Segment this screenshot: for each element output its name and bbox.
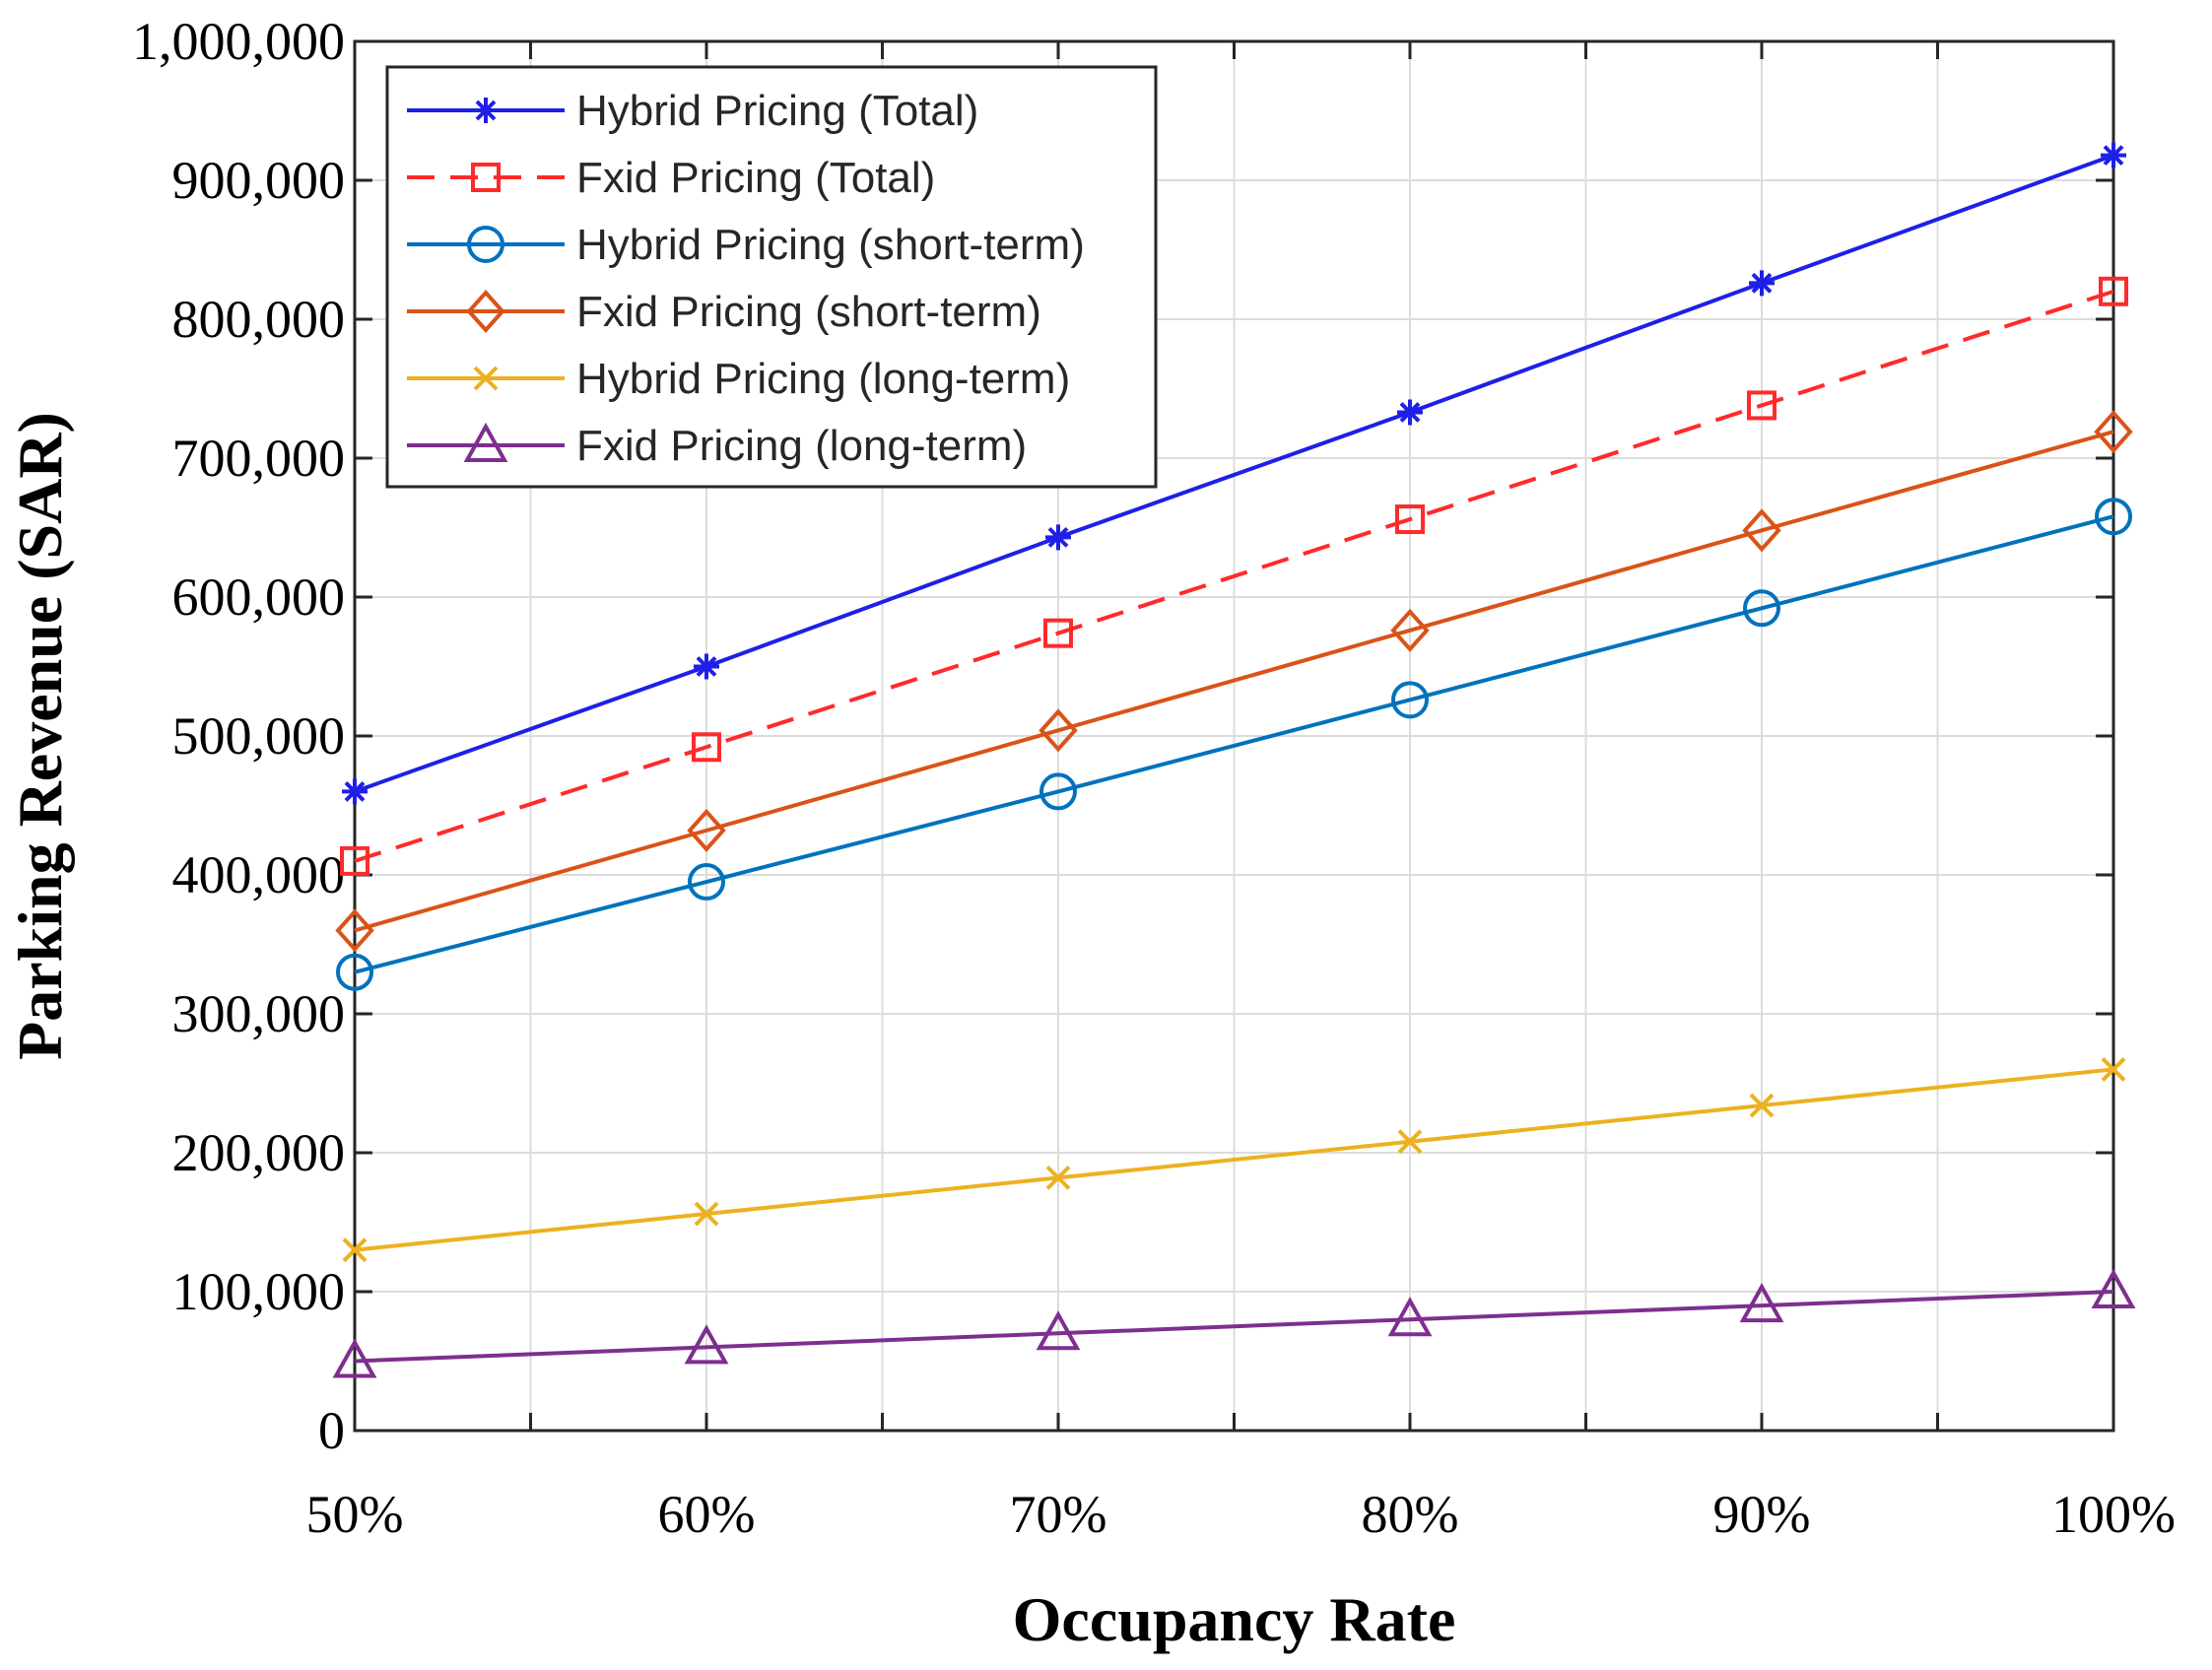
data-point-marker: [694, 653, 719, 680]
data-point-marker: [336, 953, 373, 991]
legend-marker: [473, 366, 499, 391]
data-point-marker: [1397, 399, 1423, 426]
legend-marker: [471, 163, 501, 192]
y-tick-label: 300,000: [172, 984, 346, 1043]
data-point-marker: [1045, 524, 1071, 551]
legend-marker: [467, 226, 504, 263]
x-tick-label: 60%: [658, 1485, 756, 1544]
legend-marker: [466, 290, 505, 333]
series-5: [342, 1056, 2126, 1263]
series-line: [354, 1290, 2114, 1364]
legend-label: Hybrid Pricing (short-term): [576, 221, 1085, 269]
data-point-marker: [342, 778, 368, 805]
data-point-marker: [1743, 589, 1780, 628]
data-point-marker: [1387, 1297, 1433, 1337]
data-point-marker: [1039, 708, 1078, 753]
data-point-marker: [2091, 1268, 2136, 1308]
data-point-marker: [335, 908, 374, 953]
series-line: [354, 514, 2114, 974]
legend-entry: Hybrid Pricing (short-term): [407, 221, 1085, 269]
data-point-marker: [1749, 1093, 1775, 1118]
legend-label: Fxid Pricing (short-term): [576, 288, 1041, 336]
data-point-marker: [332, 1338, 377, 1378]
data-point-marker: [692, 732, 721, 763]
data-point-marker: [684, 1324, 729, 1365]
x-tick-label: 50%: [306, 1485, 404, 1544]
series-line: [354, 289, 2114, 863]
series-1: [342, 142, 2126, 805]
series-line: [354, 1067, 2114, 1252]
data-point-marker: [342, 1237, 368, 1263]
legend-marker: [473, 98, 499, 123]
y-tick-label: 800,000: [172, 290, 346, 349]
y-tick-label: 500,000: [172, 706, 346, 766]
x-tick-label: 80%: [1362, 1485, 1459, 1544]
series-3: [336, 498, 2132, 991]
legend-entry: Hybrid Pricing (long-term): [407, 355, 1070, 403]
legend-marker: [463, 422, 508, 462]
data-point-marker: [2094, 410, 2133, 454]
series-line: [354, 430, 2114, 933]
y-tick-label: 0: [318, 1401, 345, 1460]
y-tick-label: 200,000: [172, 1123, 346, 1182]
data-point-marker: [1390, 608, 1430, 652]
data-point-marker: [1391, 681, 1429, 719]
data-point-marker: [1039, 772, 1077, 811]
data-point-marker: [694, 1201, 719, 1227]
x-tick-label: 70%: [1010, 1485, 1107, 1544]
y-axis-title: Parking Revenue (SAR): [5, 412, 75, 1060]
legend-entry: Fxid Pricing (long-term): [407, 422, 1027, 470]
data-point-marker: [1045, 1165, 1071, 1190]
series-4: [335, 410, 2133, 953]
data-point-marker: [340, 845, 369, 876]
series-2: [340, 276, 2128, 876]
y-tick-label: 100,000: [172, 1262, 346, 1321]
data-point-marker: [1397, 1129, 1423, 1155]
data-point-marker: [688, 863, 725, 902]
data-point-marker: [1749, 270, 1775, 297]
data-point-marker: [2099, 276, 2128, 306]
y-tick-label: 900,000: [172, 151, 346, 210]
x-axis-title: Occupancy Rate: [1013, 1584, 1456, 1654]
data-point-marker: [687, 808, 726, 852]
axis-ticks: 0 100,000 200,000 300,000 400,000 500,000 600,…: [132, 12, 2176, 1544]
y-tick-label: 1,000,000: [132, 12, 345, 71]
y-tick-label: 700,000: [172, 429, 346, 488]
data-point-marker: [1747, 390, 1776, 421]
legend: Hybrid Pricing (Total) Fxid Pricing (Tota…: [385, 65, 1158, 489]
legend-label: Hybrid Pricing (long-term): [576, 355, 1070, 403]
legend-entry: Fxid Pricing (Total): [407, 154, 935, 202]
legend-entry: Fxid Pricing (short-term): [407, 288, 1041, 336]
data-point-marker: [1043, 618, 1073, 648]
y-tick-label: 400,000: [172, 845, 346, 904]
legend-label: Fxid Pricing (Total): [576, 154, 935, 202]
data-point-marker: [1739, 1283, 1784, 1323]
data-point-marker: [1036, 1310, 1081, 1351]
data-point-marker: [1395, 504, 1425, 535]
data-point-marker: [1742, 508, 1781, 553]
data-point-marker: [2101, 142, 2126, 168]
legend-label: Fxid Pricing (long-term): [576, 422, 1027, 470]
series-layer: [332, 142, 2136, 1378]
x-tick-label: 90%: [1713, 1485, 1811, 1544]
series-6: [332, 1268, 2136, 1378]
data-point-marker: [2095, 498, 2132, 536]
y-tick-label: 600,000: [172, 568, 346, 627]
legend-entry: Hybrid Pricing (Total): [407, 87, 978, 135]
series-line: [354, 153, 2114, 794]
data-point-marker: [2101, 1056, 2126, 1082]
x-tick-label: 100%: [2051, 1485, 2176, 1544]
legend-box: [385, 65, 1158, 489]
legend-label: Hybrid Pricing (Total): [576, 87, 978, 135]
